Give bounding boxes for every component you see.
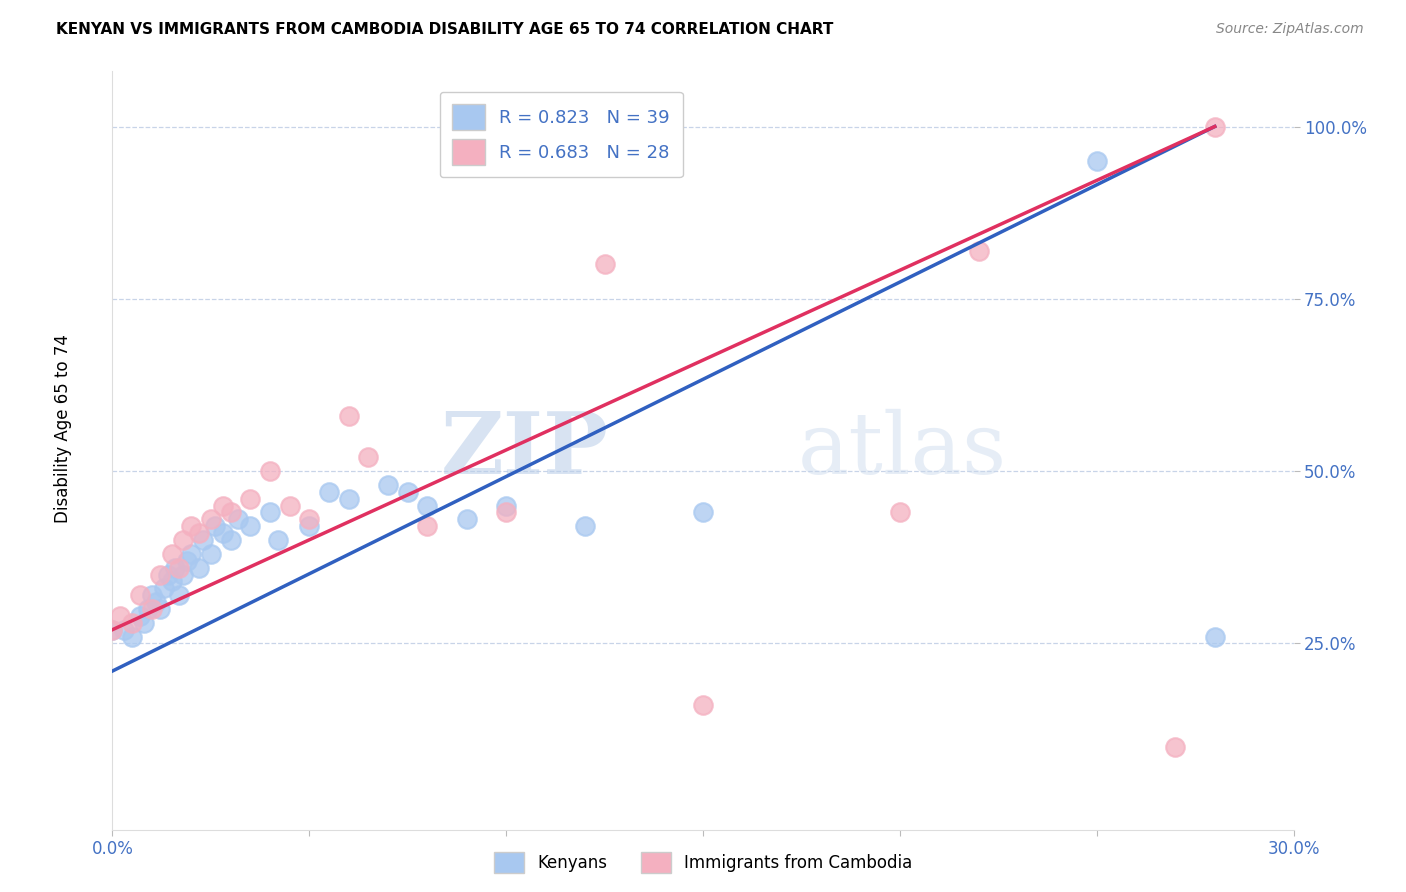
Point <box>889 506 911 520</box>
Point <box>141 588 163 602</box>
Point <box>692 506 714 520</box>
Point <box>396 484 419 499</box>
Point <box>141 602 163 616</box>
Point <box>219 533 242 547</box>
Point <box>121 630 143 644</box>
Point <box>129 608 152 623</box>
Legend: Kenyans, Immigrants from Cambodia: Kenyans, Immigrants from Cambodia <box>488 846 918 880</box>
Point <box>145 595 167 609</box>
Point <box>298 519 321 533</box>
Point <box>129 588 152 602</box>
Point <box>239 519 262 533</box>
Point <box>165 560 187 574</box>
Point <box>136 602 159 616</box>
Point <box>101 623 124 637</box>
Point <box>200 512 222 526</box>
Text: Disability Age 65 to 74: Disability Age 65 to 74 <box>55 334 72 523</box>
Text: atlas: atlas <box>797 409 1007 492</box>
Point <box>121 615 143 630</box>
Point <box>692 698 714 713</box>
Point <box>160 574 183 589</box>
Point <box>593 257 616 271</box>
Point <box>259 506 281 520</box>
Point <box>180 519 202 533</box>
Point <box>200 547 222 561</box>
Point <box>219 506 242 520</box>
Point <box>169 588 191 602</box>
Point <box>1085 153 1108 168</box>
Point <box>456 512 478 526</box>
Point <box>112 623 135 637</box>
Point <box>357 450 380 465</box>
Point <box>188 526 211 541</box>
Point <box>188 560 211 574</box>
Point <box>228 512 250 526</box>
Point <box>574 519 596 533</box>
Point <box>211 499 233 513</box>
Point <box>259 464 281 478</box>
Text: ZIP: ZIP <box>440 409 609 492</box>
Point <box>211 526 233 541</box>
Point <box>298 512 321 526</box>
Point <box>110 608 132 623</box>
Point <box>152 582 174 596</box>
Point <box>172 533 194 547</box>
Point <box>204 519 226 533</box>
Point <box>180 547 202 561</box>
Point <box>101 623 124 637</box>
Point <box>495 506 517 520</box>
Point <box>416 499 439 513</box>
Point <box>495 499 517 513</box>
Point <box>191 533 214 547</box>
Point <box>278 499 301 513</box>
Text: Source: ZipAtlas.com: Source: ZipAtlas.com <box>1216 22 1364 37</box>
Point <box>172 567 194 582</box>
Text: KENYAN VS IMMIGRANTS FROM CAMBODIA DISABILITY AGE 65 TO 74 CORRELATION CHART: KENYAN VS IMMIGRANTS FROM CAMBODIA DISAB… <box>56 22 834 37</box>
Legend: R = 0.823   N = 39, R = 0.683   N = 28: R = 0.823 N = 39, R = 0.683 N = 28 <box>440 92 683 178</box>
Point <box>239 491 262 506</box>
Point <box>416 519 439 533</box>
Point <box>149 567 172 582</box>
Point <box>967 244 990 258</box>
Point <box>176 554 198 568</box>
Point <box>1164 739 1187 754</box>
Point <box>169 560 191 574</box>
Point <box>1204 120 1226 134</box>
Point <box>156 567 179 582</box>
Point <box>337 409 360 423</box>
Point <box>149 602 172 616</box>
Point <box>132 615 155 630</box>
Point <box>337 491 360 506</box>
Point <box>377 478 399 492</box>
Point <box>1204 630 1226 644</box>
Point <box>160 547 183 561</box>
Point <box>318 484 340 499</box>
Point <box>267 533 290 547</box>
